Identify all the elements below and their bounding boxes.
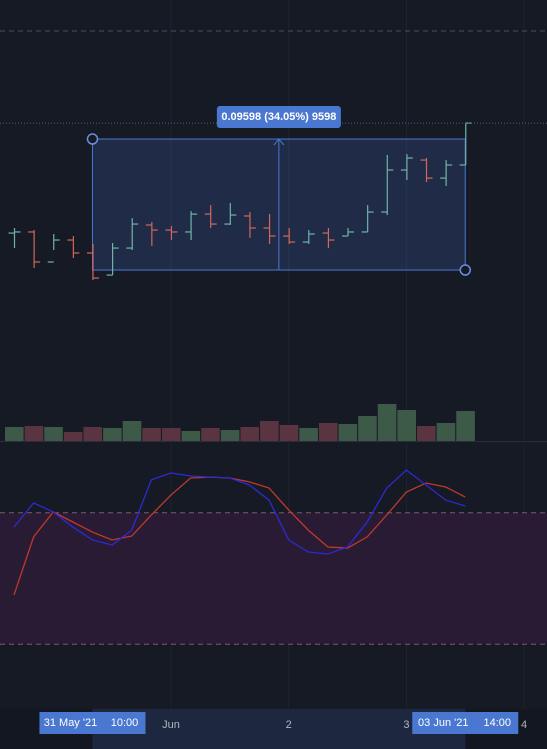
measure-handle: [86, 133, 99, 145]
volume-bar: [63, 432, 83, 441]
volume-bar: [201, 428, 220, 441]
volume-bar: [436, 423, 456, 441]
volume-bar: [338, 424, 358, 441]
volume-bar: [181, 431, 201, 441]
range-highlight: [92, 709, 466, 749]
range-label-time: 14:00: [483, 717, 511, 729]
volume-bar: [456, 411, 475, 441]
volume-bar: [44, 427, 63, 441]
x-tick-label: 2: [286, 719, 292, 731]
volume-bar: [142, 428, 161, 441]
volume-bar: [5, 427, 24, 441]
measure-arrowhead: [273, 138, 285, 146]
volume-bar: [220, 430, 240, 441]
measure-handle: [459, 264, 472, 276]
range-label-date: 31 May '21: [44, 717, 97, 729]
range-label-box: [39, 712, 146, 734]
volume-bar: [103, 428, 122, 441]
volume-bar: [83, 427, 103, 441]
stoch-line: [13, 476, 466, 596]
x-tick-label: 3: [403, 719, 409, 731]
volume-bar: [161, 428, 181, 441]
band-fill: [0, 512, 547, 645]
volume-bar: [260, 421, 279, 441]
volume-bar: [279, 425, 299, 441]
range-label-box: [412, 712, 519, 734]
measure-label: 0.09598 (34.05%) 9598: [221, 111, 336, 123]
stoch-line: [13, 469, 466, 555]
measure-label-box: [216, 106, 341, 129]
volume-bar: [358, 416, 377, 441]
volume-bar: [417, 426, 436, 441]
volume-bar: [24, 426, 44, 441]
volume-bar: [122, 421, 142, 441]
range-label-date: 03 Jun '21: [418, 717, 468, 729]
volume-bar: [318, 423, 338, 441]
volume-bar: [377, 404, 397, 441]
volume-bar: [240, 427, 260, 441]
x-tick-label: Jun: [162, 719, 180, 731]
range-label-time: 10:00: [111, 717, 139, 729]
volume-bar: [397, 410, 416, 441]
x-tick-label: 4: [521, 719, 527, 731]
volume-bar: [299, 428, 318, 441]
